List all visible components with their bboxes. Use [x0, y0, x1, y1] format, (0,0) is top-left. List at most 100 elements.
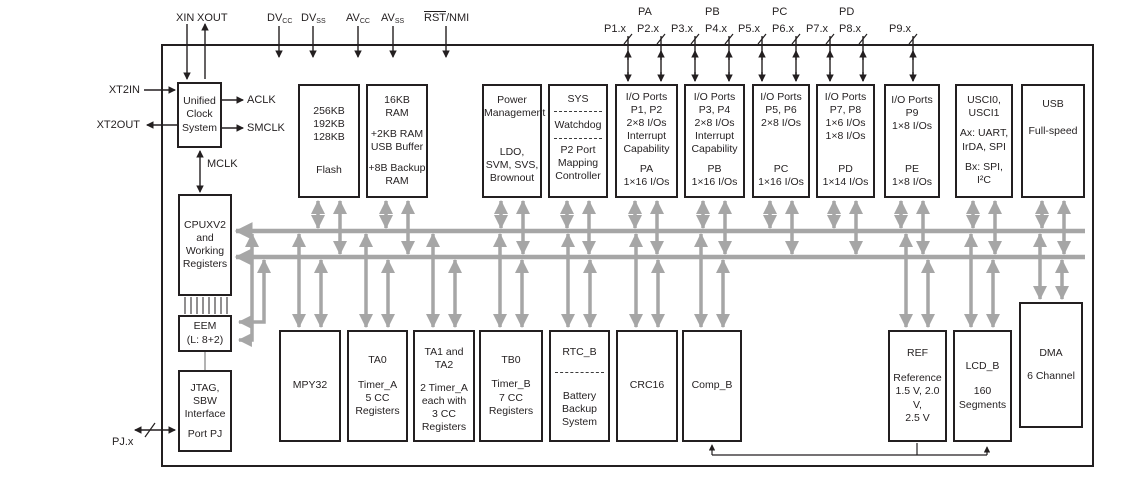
usb-speed: Full-speed — [1028, 125, 1078, 138]
pin-xout-label: XOUT — [197, 12, 228, 24]
ref-output-net — [708, 443, 991, 456]
ta0-title: TA0 — [368, 353, 387, 366]
dma-title: DMA — [1039, 346, 1063, 359]
block-ram: 16KB RAM +2KB RAM USB Buffer +8B Backup RAM — [366, 84, 428, 198]
block-power-management: Power Management LDO, SVM, SVS, Brownout — [482, 84, 546, 198]
block-rtc: RTC_B Battery Backup System — [549, 330, 610, 442]
pin-p7x-label: P7.x — [805, 23, 828, 35]
block-eem: EEM (L: 8+2) — [178, 315, 232, 352]
pin-p5x-label: P5.x — [737, 23, 760, 35]
port-group-pd-label: PD — [839, 6, 855, 18]
sys-watchdog: Watchdog — [554, 119, 602, 131]
top-block-bus-connectors — [311, 199, 1071, 256]
cpu-eem-hatch — [184, 297, 228, 314]
pmm-title: Power Management — [484, 94, 546, 120]
block-tb0: TB0 Timer_B 7 CC Registers — [479, 330, 543, 442]
port-group-pa-label: PA — [638, 6, 652, 18]
flash-sizes: 256KB 192KB 128KB — [313, 104, 345, 143]
pin-p1x-label: P1.x — [603, 23, 626, 35]
pin-p2x-label: P2.x — [636, 23, 659, 35]
tb0-detail: Timer_B 7 CC Registers — [488, 378, 534, 417]
pmm-features: LDO, SVM, SVS, Brownout — [485, 146, 539, 185]
block-io-ports-p9: I/O Ports P9 1×8 I/Os PE 1×8 I/Os — [884, 84, 940, 198]
io9-detail: I/O Ports P9 1×8 I/Os — [891, 94, 933, 133]
rtc-divider — [555, 372, 604, 373]
port-group-pb-label: PB — [705, 6, 720, 18]
block-io-ports-p1-p2: I/O Ports P1, P2 2×8 I/Os Interrupt Capabili… — [615, 84, 678, 198]
eem-title: EEM (L: 8+2) — [186, 320, 224, 346]
bottom-block-bus-connectors — [292, 232, 1069, 329]
block-io-ports-p7-p8: I/O Ports P7, P8 1×6 I/Os 1×8 I/Os PD 1×14 I… — [816, 84, 875, 198]
bus-slash-marks — [144, 33, 918, 438]
pin-rst-nmi-label: RST/NMI — [424, 12, 470, 24]
pin-arrows — [133, 22, 450, 434]
pin-xt2in-label: XT2IN — [108, 84, 140, 96]
pin-p4x-label: P4.x — [704, 23, 727, 35]
pin-avss-label: AVSS — [381, 12, 405, 25]
io12-detail: I/O Ports P1, P2 2×8 I/Os Interrupt Capabili… — [623, 91, 670, 156]
pin-p9x-label: P9.x — [888, 23, 911, 35]
io78-detail: I/O Ports P7, P8 1×6 I/Os 1×8 I/Os — [824, 91, 867, 143]
sys-title: SYS — [567, 93, 589, 105]
port-group-pc-label: PC — [772, 6, 788, 18]
comp-title: Comp_B — [691, 379, 733, 392]
block-crc16: CRC16 — [616, 330, 678, 442]
flash-title: Flash — [316, 164, 342, 177]
bus-lines — [234, 222, 1085, 266]
signal-mclk-label: MCLK — [207, 158, 238, 170]
pin-xin-label: XIN — [176, 12, 195, 24]
ram-usb-buffer: +2KB RAM USB Buffer — [370, 127, 424, 153]
block-usci: USCI0, USCI1 Ax: UART, IrDA, SPI Bx: SPI, … — [955, 84, 1013, 198]
crc-title: CRC16 — [629, 379, 665, 392]
lcd-detail: 160 Segments — [958, 385, 1007, 411]
pin-xt2out-label: XT2OUT — [96, 119, 140, 131]
usci-ax: Ax: UART, IrDA, SPI — [959, 127, 1009, 153]
tb0-title: TB0 — [501, 354, 521, 367]
mpy-title: MPY32 — [292, 379, 328, 392]
pin-p6x-label: P6.x — [771, 23, 794, 35]
pin-avcc-label: AVCC — [346, 12, 370, 25]
io9-port: PE 1×8 I/Os — [892, 162, 932, 188]
block-unified-clock-system: Unified Clock System — [177, 82, 222, 148]
usci-bx: Bx: SPI, I²C — [965, 160, 1003, 186]
sys-divider-1 — [554, 111, 602, 112]
block-sys: SYS Watchdog P2 Port Mapping Controller — [548, 84, 608, 198]
block-io-ports-p3-p4: I/O Ports P3, P4 2×8 I/Os Interrupt Capabili… — [684, 84, 745, 198]
block-dma: DMA 6 Channel — [1019, 302, 1083, 428]
block-lcd-b: LCD_B 160 Segments — [953, 330, 1012, 442]
pin-dvcc-label: DVCC — [267, 12, 293, 25]
jtag-port: Port PJ — [187, 427, 223, 440]
dma-channels: 6 Channel — [1027, 370, 1075, 382]
sys-divider-2 — [554, 138, 602, 139]
ta12-detail: 2 Timer_A each with 3 CC Registers — [420, 382, 468, 434]
io56-detail: I/O Ports P5, P6 2×8 I/Os — [760, 91, 802, 130]
io78-port: PD 1×14 I/Os — [822, 162, 869, 188]
block-mpy32: MPY32 — [279, 330, 341, 442]
cpu-title: CPUXV2 and Working Registers — [182, 218, 228, 271]
block-comp-b: Comp_B — [682, 330, 742, 442]
pin-dvss-label: DVSS — [301, 12, 326, 25]
block-ta1-ta2: TA1 and TA2 2 Timer_A each with 3 CC Registe… — [413, 330, 475, 442]
pin-p8x-label: P8.x — [838, 23, 861, 35]
ram-backup: +8B Backup RAM — [368, 162, 426, 188]
pin-pjx-label: PJ.x — [112, 436, 134, 448]
ref-detail: Reference 1.5 V, 2.0 V, 2.5 V — [893, 372, 942, 424]
block-flash: 256KB 192KB 128KB Flash — [298, 84, 360, 198]
io56-port: PC 1×16 I/Os — [758, 162, 804, 188]
ram-size: 16KB RAM — [384, 93, 410, 119]
lcd-title: LCD_B — [965, 360, 1000, 373]
block-cpu: CPUXV2 and Working Registers — [178, 194, 232, 296]
io34-port: PB 1×16 I/Os — [691, 162, 738, 188]
ta12-title: TA1 and TA2 — [424, 346, 464, 372]
io12-port: PA 1×16 I/Os — [623, 162, 670, 188]
pin-p3x-label: P3.x — [670, 23, 693, 35]
rtc-title: RTC_B — [562, 346, 597, 358]
io34-detail: I/O Ports P3, P4 2×8 I/Os Interrupt Capabili… — [691, 91, 738, 156]
signal-aclk-label: ACLK — [247, 94, 276, 106]
usb-title: USB — [1042, 98, 1064, 110]
ucs-title: Unified Clock System — [181, 95, 217, 134]
block-ref: REF Reference 1.5 V, 2.0 V, 2.5 V — [888, 330, 947, 442]
jtag-title: JTAG, SBW Interface — [184, 382, 226, 421]
